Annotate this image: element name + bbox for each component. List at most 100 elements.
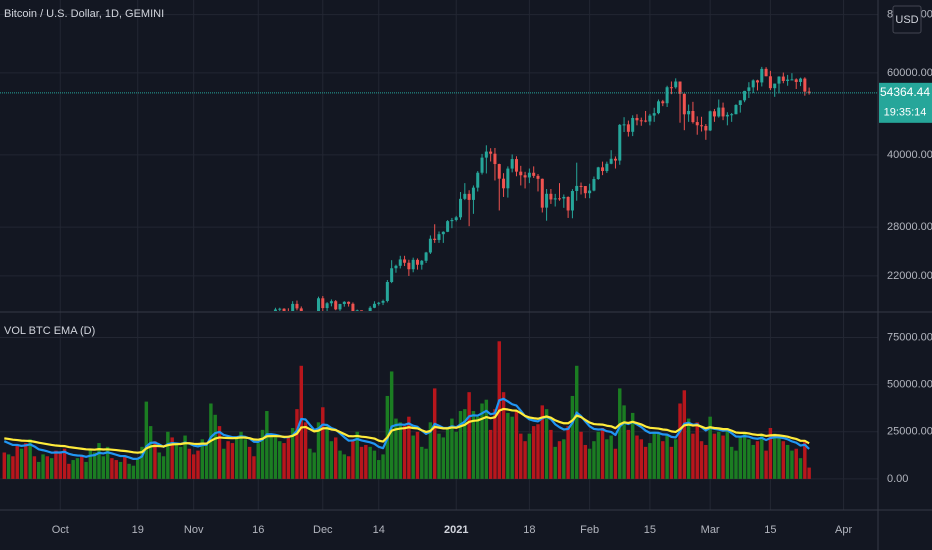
candle-body (424, 252, 428, 261)
candle-body (596, 167, 600, 180)
volume-bar (295, 409, 299, 479)
volume-bar (148, 426, 153, 479)
candle-body (712, 111, 716, 117)
candle-body (768, 76, 772, 89)
volume-bar (196, 450, 200, 479)
volume-bar (377, 460, 381, 479)
volume-bar (562, 439, 566, 479)
volume-bar (531, 426, 536, 479)
volume-bar (2, 452, 7, 479)
volume-bar (351, 439, 355, 479)
currency-button[interactable]: USD (892, 5, 922, 34)
volume-bar (682, 390, 687, 479)
volume-bar (798, 458, 803, 479)
volume-bar (751, 444, 755, 479)
volume-bar (661, 441, 665, 479)
volume-bar (411, 435, 415, 479)
volume-bar (544, 409, 549, 479)
volume-bar (170, 437, 174, 479)
volume-bar (721, 435, 725, 479)
candle-body (441, 231, 445, 235)
volume-bar (626, 429, 631, 479)
volume-bar (708, 416, 712, 479)
volume-bar (609, 435, 613, 479)
volume-bar (333, 437, 338, 479)
candle-body (334, 301, 338, 310)
volume-bar (420, 446, 424, 479)
x-tick-label: 19 (132, 524, 144, 536)
volume-bar (704, 444, 708, 479)
volume-bar (11, 456, 15, 479)
candle-body (583, 186, 587, 194)
volume-bar (101, 456, 106, 479)
volume-bar (587, 448, 592, 479)
volume-bar (678, 403, 682, 479)
candle-body (773, 83, 777, 89)
candle-body (743, 90, 747, 101)
volume-bar (747, 439, 751, 479)
volume-bar (506, 412, 510, 479)
volume-bar (144, 401, 149, 479)
y-tick-label: 75000.00 (887, 331, 932, 343)
last-price-label: 54364.44 (880, 85, 930, 99)
volume-bar (402, 426, 407, 479)
volume-bar (278, 441, 282, 479)
volume-bar (777, 437, 781, 479)
volume-bar (342, 454, 347, 479)
candle-body (368, 307, 372, 311)
volume-bar (596, 431, 600, 479)
candle-body (347, 301, 351, 304)
volume-bar (807, 467, 811, 479)
volume-bar (256, 443, 260, 479)
price-pane (0, 66, 878, 311)
volume-bar (286, 435, 291, 479)
currency-button-box[interactable] (892, 5, 922, 34)
candle-body (325, 303, 329, 309)
volume-bar (303, 422, 308, 479)
y-tick-label: 25000.00 (887, 426, 932, 438)
volume-bar (501, 392, 506, 479)
last-price-box (879, 82, 932, 123)
candle-body (738, 100, 742, 106)
candle-body (575, 185, 579, 192)
candle-body (295, 303, 299, 309)
candle-body (497, 164, 501, 179)
volume-bar (764, 450, 768, 479)
candle-body (622, 124, 626, 126)
volume-bar (566, 426, 570, 479)
volume-bar (41, 454, 45, 479)
candle-body (609, 158, 613, 164)
candle-body (579, 185, 583, 187)
countdown-label: 19:35:14 (884, 107, 927, 119)
candle-body (644, 120, 648, 122)
volume-bar (84, 461, 88, 479)
volume-bar (213, 414, 217, 479)
volume-bar (157, 452, 161, 479)
volume-bar (226, 441, 230, 479)
candle-body (476, 172, 480, 188)
candle-body (708, 111, 712, 131)
candle-body (760, 68, 764, 83)
volume-bar (536, 424, 540, 479)
x-tick-label: 14 (373, 524, 385, 536)
volume-bar (760, 433, 764, 479)
volume-bar (183, 435, 187, 479)
volume-bar (282, 443, 286, 479)
volume-bar (62, 448, 67, 479)
volume-bar (161, 456, 166, 479)
candle-body (398, 259, 402, 266)
volume-bar (523, 441, 527, 479)
volume-bar (695, 422, 699, 479)
currency-label[interactable]: USD (895, 14, 918, 26)
volume-bar (527, 433, 532, 479)
candle-body (437, 234, 441, 240)
candle-body (484, 151, 488, 158)
candle-body (695, 122, 699, 126)
candle-body (291, 303, 295, 311)
volume-bar (605, 439, 609, 479)
candle-body (656, 101, 661, 114)
volume-bar (234, 437, 239, 479)
candle-body (734, 105, 738, 115)
candle-body (549, 193, 553, 200)
